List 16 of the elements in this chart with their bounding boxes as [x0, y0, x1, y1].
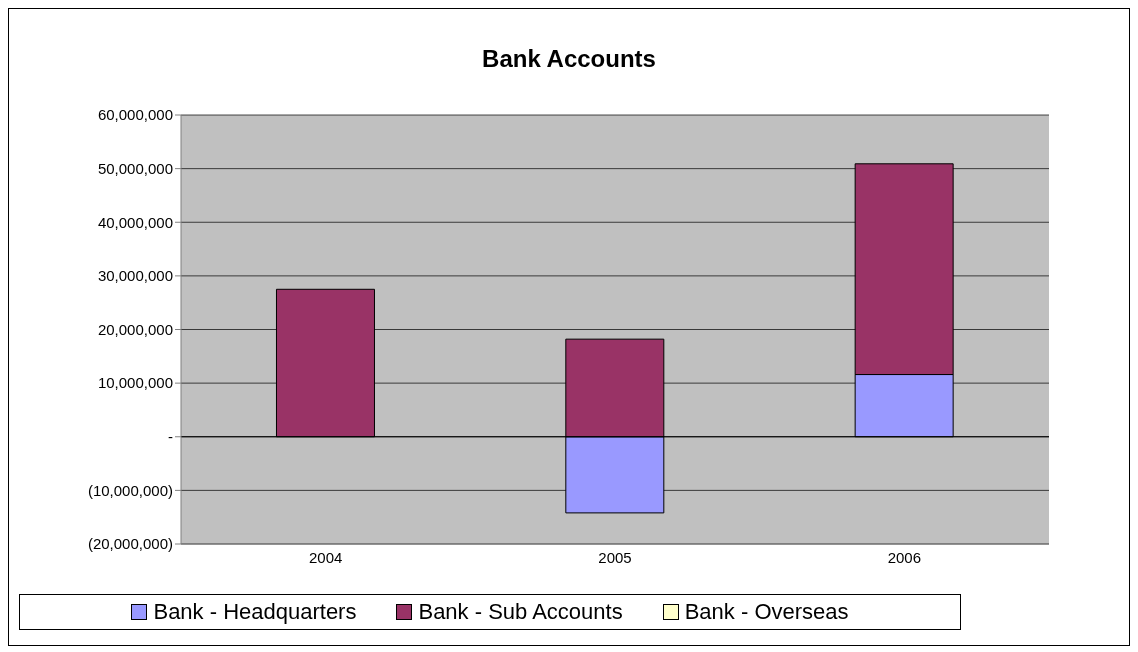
y-tick-label: 40,000,000: [97, 213, 173, 231]
legend-label: Bank - Sub Accounts: [417, 599, 623, 625]
y-tick-label: 10,000,000: [97, 374, 173, 392]
x-tick-label: 2006: [887, 548, 922, 566]
legend-label: Bank - Headquarters: [152, 599, 357, 625]
y-tick-label: -: [168, 428, 173, 446]
y-tick-label: (20,000,000): [87, 535, 173, 553]
chart-title: Bank Accounts: [481, 44, 657, 74]
y-tick-label: (10,000,000): [87, 481, 173, 499]
y-tick-label: 50,000,000: [97, 159, 173, 177]
y-tick-label: 20,000,000: [97, 320, 173, 338]
y-tick-label: 30,000,000: [97, 267, 173, 285]
legend-label: Bank - Overseas: [683, 599, 849, 625]
y-tick-label: 60,000,000: [97, 106, 173, 124]
x-tick-label: 2005: [598, 548, 632, 566]
x-tick-label: 2004: [308, 548, 343, 566]
